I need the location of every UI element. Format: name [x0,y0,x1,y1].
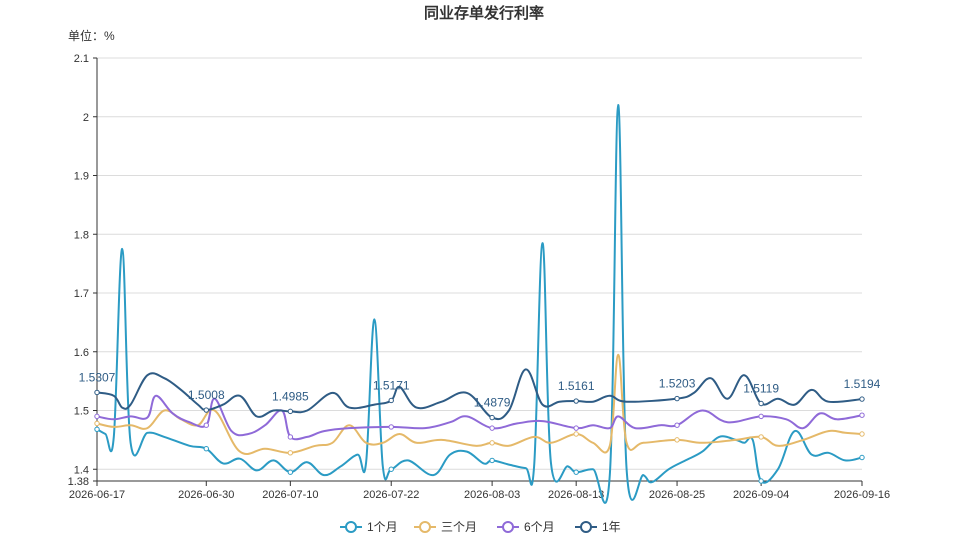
data-point[interactable] [859,396,865,402]
data-point[interactable] [859,454,865,461]
data-point[interactable] [203,445,209,452]
data-point[interactable] [94,420,100,427]
x-tick-label: 2026-09-16 [834,489,890,501]
series-line-2 [96,353,863,456]
data-label: 1.5008 [188,388,225,402]
series-line-3 [96,394,863,441]
marker-group [94,389,865,484]
data-point[interactable] [859,431,865,437]
x-tick-label: 2026-08-25 [649,489,705,501]
data-point[interactable] [489,440,495,446]
y-tick-label: 2.1 [74,53,89,65]
data-point[interactable] [489,425,495,431]
y-tick-label: 2 [83,112,89,124]
data-point[interactable] [859,412,865,418]
data-point[interactable] [674,437,680,443]
y-tick-label: 1.8 [74,229,89,241]
data-label: 1.5119 [743,382,779,396]
unit-label: 单位：% [68,28,115,43]
legend-item-1[interactable]: 1个月 [340,520,398,534]
grid-lines [97,57,862,482]
data-point[interactable] [573,431,579,437]
data-point[interactable] [94,426,100,432]
x-tick-label: 2026-08-13 [548,489,604,501]
series-line-4 [96,368,863,421]
data-point[interactable] [489,457,495,464]
legend-marker [345,521,357,533]
series-line-1 [96,103,863,504]
data-label: 1.5203 [659,377,696,391]
legend-item-3[interactable]: 6个月 [497,520,555,534]
legend-marker [580,521,592,533]
data-point[interactable] [94,389,100,396]
x-tick-label: 2026-08-03 [464,489,520,501]
legend-item-2[interactable]: 三个月 [414,520,477,534]
data-point[interactable] [388,424,394,430]
data-label: 1.5307 [79,370,116,384]
legend-label: 1个月 [367,520,398,534]
data-point[interactable] [573,425,579,431]
data-point[interactable] [287,408,294,415]
data-point[interactable] [287,469,294,475]
data-point[interactable] [758,478,764,484]
data-label-group: 1.5307 1.5008 1.4985 1.5171 1.4879 1.5161 1.52… [79,370,881,409]
data-point[interactable] [388,466,394,472]
data-point[interactable] [573,469,579,475]
x-axis: 2026-06-17 2026-06-30 2026-07-10 2026-07-22… [69,480,890,501]
data-point[interactable] [388,397,394,404]
x-tick-label: 2026-07-10 [262,489,318,501]
data-point[interactable] [94,413,100,420]
legend-label: 6个月 [524,520,555,534]
x-tick-label: 2026-06-17 [69,489,125,501]
data-point[interactable] [287,450,294,456]
data-point[interactable] [489,414,495,421]
y-tick-label: 1.38 [68,476,89,488]
y-tick-label: 1.4 [74,464,89,476]
y-tick-label: 1.7 [74,288,89,300]
x-tick-label: 2026-07-22 [363,489,419,501]
legend-marker [502,521,514,533]
chart-title: 同业存单发行利率 [424,4,544,22]
data-label: 1.4985 [272,389,309,403]
legend-label: 1年 [602,520,621,534]
data-label: 1.5171 [373,378,410,392]
y-tick-label: 1.5 [74,406,89,418]
data-point[interactable] [203,407,209,413]
y-axis: 1.381.4 1.5 1.6 1.7 1.8 1.9 2 2.1 [68,53,98,488]
data-label: 1.5194 [844,377,881,391]
data-point[interactable] [573,398,579,404]
legend[interactable]: 1个月 三个月 6个月 1年 [340,520,621,534]
y-tick-label: 1.9 [74,171,89,183]
x-tick-label: 2026-06-30 [178,489,234,501]
data-label: 1.5161 [558,379,595,393]
data-point[interactable] [287,434,294,440]
data-point[interactable] [758,400,764,407]
data-point[interactable] [203,422,209,428]
legend-marker [419,521,431,533]
x-tick-label: 2026-09-04 [733,489,789,501]
series-group [96,103,863,504]
data-point[interactable] [674,422,680,428]
legend-label: 三个月 [441,520,477,534]
legend-item-4[interactable]: 1年 [575,520,621,534]
data-point[interactable] [674,395,680,402]
data-label: 1.4879 [474,396,511,410]
y-tick-label: 1.6 [74,347,89,359]
data-point[interactable] [758,413,764,420]
data-point[interactable] [758,434,764,440]
